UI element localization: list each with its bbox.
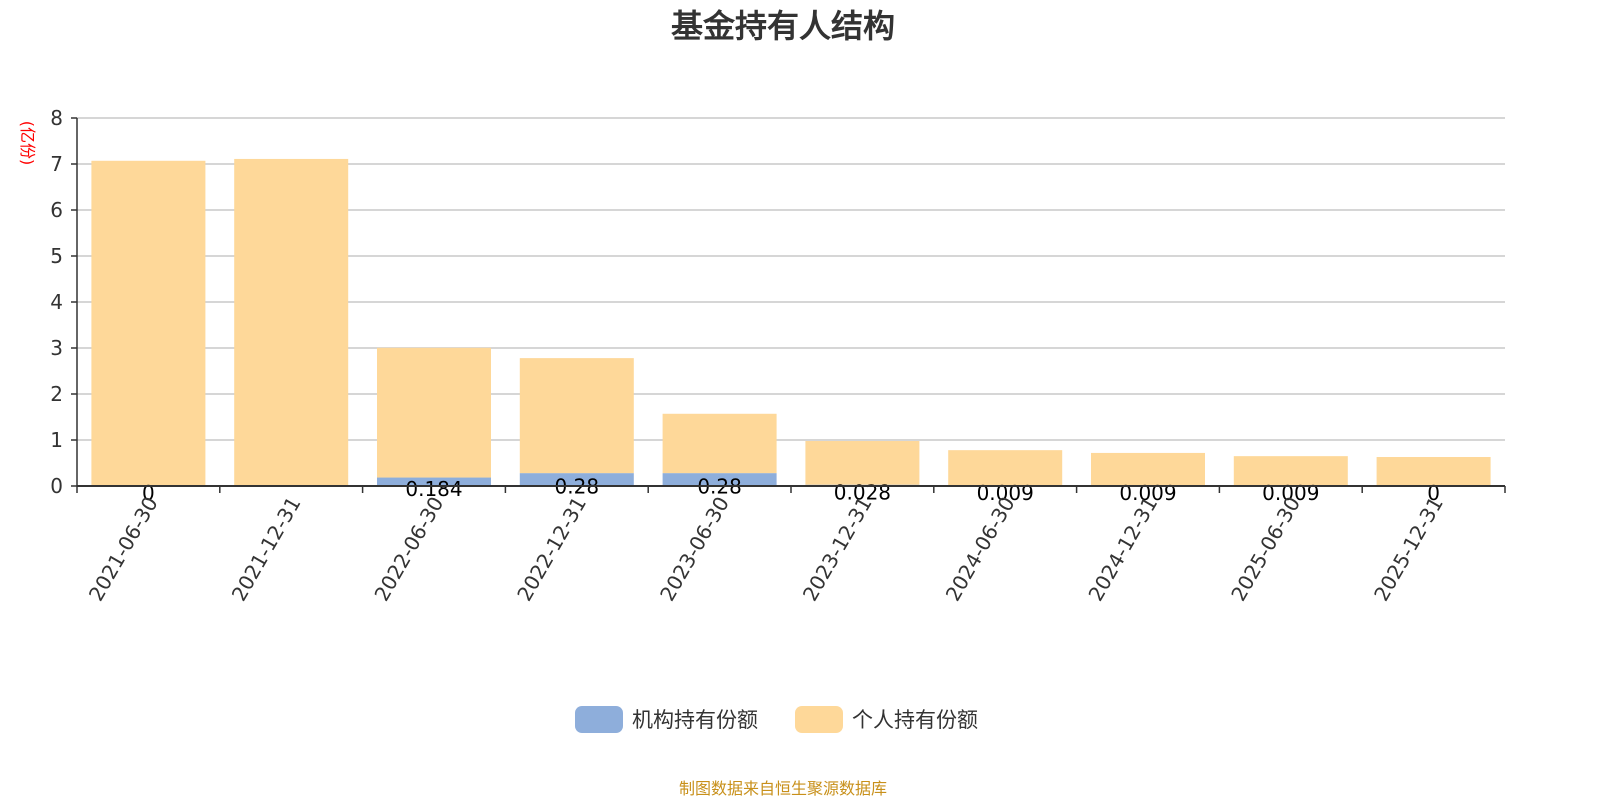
bar-individual: [234, 158, 349, 486]
y-tick-label: 2: [50, 382, 63, 406]
y-axis-label: (亿份): [18, 121, 37, 166]
x-tick-label: 2022-06-30: [369, 493, 448, 606]
y-tick-label: 4: [50, 290, 63, 314]
legend-swatch: [575, 706, 623, 733]
y-tick-label: 1: [50, 428, 63, 452]
legend-label: 机构持有份额: [632, 708, 758, 732]
y-tick-label: 8: [50, 106, 63, 130]
x-tick-label: 2022-12-31: [512, 493, 591, 606]
x-tick-label: 2024-12-31: [1083, 493, 1162, 606]
x-tick-label: 2021-12-31: [227, 493, 306, 606]
bar-individual: [519, 358, 634, 474]
data-label: 0.184: [405, 477, 462, 501]
x-tick-label: 2021-06-30: [84, 493, 163, 606]
bar-individual: [91, 160, 206, 486]
legend-item-institutional[interactable]: 机构持有份额: [575, 706, 758, 733]
chart-title: 基金持有人结构: [671, 7, 895, 45]
bar-individual: [1091, 452, 1205, 486]
y-tick-label: 5: [50, 244, 63, 268]
x-tick-label: 2023-12-31: [798, 493, 877, 606]
bar-individual: [805, 441, 920, 485]
bar-institutional: [519, 473, 634, 486]
bar-individual: [377, 347, 491, 478]
data-label: 0.009: [1262, 481, 1319, 505]
y-tick-label: 6: [50, 198, 63, 222]
source-note: 制图数据来自恒生聚源数据库: [679, 779, 887, 798]
bar-individual: [948, 450, 1063, 486]
x-tick-label: 2023-06-30: [655, 493, 734, 606]
legend-item-individual[interactable]: 个人持有份额: [795, 706, 978, 733]
x-tick-label: 2025-06-30: [1226, 493, 1305, 606]
y-tick-label: 7: [50, 152, 63, 176]
y-tick-label: 3: [50, 336, 63, 360]
data-label: 0.009: [1119, 481, 1176, 505]
data-label: 0.009: [977, 481, 1034, 505]
bar-individual: [662, 413, 777, 474]
bar-individual: [1233, 456, 1348, 486]
bar-institutional: [377, 477, 491, 486]
x-tick-label: 2024-06-30: [941, 493, 1020, 606]
legend-swatch: [795, 706, 843, 733]
data-label: 0.028: [834, 480, 891, 504]
y-tick-label: 0: [50, 474, 63, 498]
x-tick-label: 2025-12-31: [1369, 493, 1448, 606]
bar-institutional: [662, 473, 777, 486]
bar-individual: [1376, 457, 1491, 486]
legend-label: 个人持有份额: [852, 708, 978, 732]
